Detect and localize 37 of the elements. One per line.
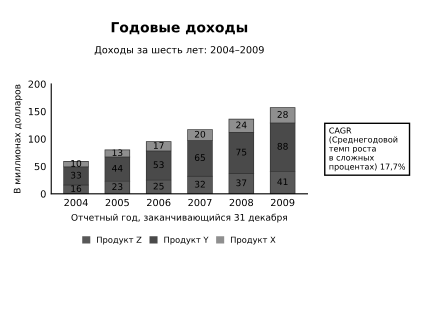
y-tick-label: 0 [40, 190, 46, 198]
data-label: 28 [278, 111, 288, 118]
x-tick-label: 2004 [64, 198, 88, 206]
data-label: 13 [112, 149, 122, 156]
data-label: 37 [236, 179, 246, 186]
data-label: 65 [194, 154, 205, 162]
legend-label: Продукт X [230, 236, 276, 245]
data-label: 88 [278, 142, 288, 150]
data-label: 24 [236, 122, 247, 128]
data-label: 75 [236, 148, 246, 156]
y-axis-title: В миллионах долларов [14, 84, 22, 193]
x-tick-label: 2007 [188, 198, 212, 206]
text: CAGR (Среднегодовой темп роста в сложных процентах) 17,7% [329, 127, 406, 172]
y-tick-label: 200 [28, 80, 46, 88]
x-tick-label: 2009 [270, 198, 294, 206]
data-label: 44 [112, 165, 123, 172]
x-tick-label: 2006 [147, 198, 170, 206]
legend-label: Продукт Z [97, 236, 142, 245]
x-axis-title: Отчетный год, заканчивающийся 31 декабря [71, 214, 287, 223]
x-tick-label: 2005 [106, 198, 129, 206]
data-label: 20 [194, 130, 206, 138]
chart-title: Годовые доходы [112, 22, 248, 34]
legend-label: Продукт Y [164, 236, 209, 245]
data-label: 25 [154, 182, 164, 190]
chart-subtitle: Доходы за шесть лет: 2004–2009 [94, 46, 264, 55]
y-tick-label: 150 [28, 108, 46, 116]
data-label: 32 [194, 180, 205, 188]
data-label: 16 [71, 185, 82, 192]
data-label: 53 [154, 161, 164, 168]
data-label: 41 [277, 178, 288, 186]
data-label: 33 [70, 172, 82, 179]
data-label: 17 [154, 142, 164, 149]
data-label: 10 [71, 160, 82, 167]
y-tick-label: 100 [28, 135, 46, 143]
x-tick-label: 2008 [230, 198, 254, 206]
data-label: 23 [112, 183, 122, 190]
y-tick-label: 50 [34, 162, 46, 170]
